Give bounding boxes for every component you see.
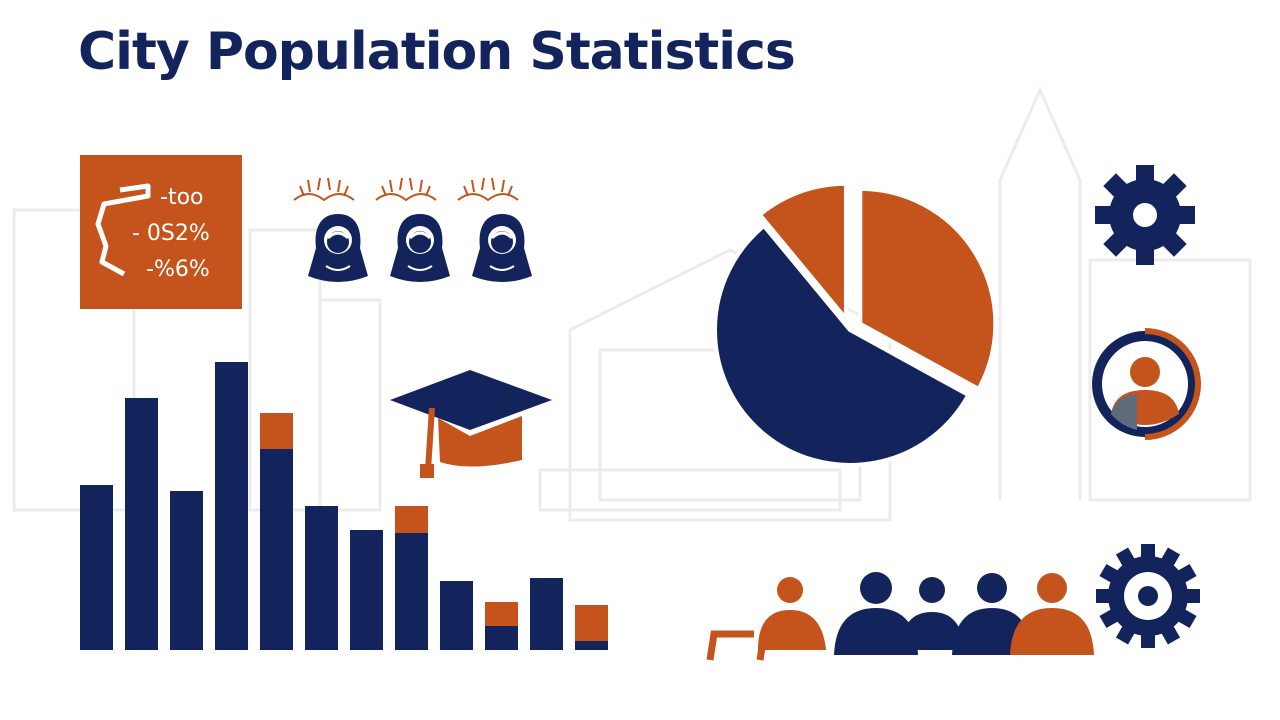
laurel-icon [457,177,519,201]
person-ring-icon [1092,328,1201,440]
population-pie-chart [713,181,998,467]
bar-7-segment-1 [350,530,383,650]
stat-line-3: -%6% [146,257,210,282]
gear-icon [1095,165,1195,265]
pie-slice-2 [713,223,972,467]
bar-12-segment-2 [575,605,608,641]
laurel-icon [293,177,355,201]
bar-6-segment-1 [305,506,338,650]
female-person-icon [306,212,370,284]
bar-3-segment-1 [170,491,203,650]
stat-line-2: - 0S2% [132,221,210,246]
bar-9-segment-1 [440,581,473,650]
page-title: City Population Statistics [78,22,796,82]
pie-slice-1 [858,186,998,392]
female-person-icon [388,212,452,284]
trend-arrow-icon [95,183,151,277]
population-bar-chart [80,362,608,650]
gear-icon [1096,544,1200,648]
female-person-icon [470,212,534,284]
people-group-icon [706,572,1094,661]
bar-12-segment-1 [575,641,608,650]
stat-line-1: -too [160,185,203,210]
bar-8-segment-2 [395,506,428,533]
graduation-cap-icon [390,370,552,478]
pie-slice-3 [757,181,848,325]
stat-card: -too - 0S2% -%6% [80,155,242,309]
stat-card-bg [80,155,242,309]
laurel-icon [375,177,437,201]
bar-10-segment-2 [485,602,518,626]
bar-8-segment-1 [395,533,428,650]
bar-5-segment-2 [260,413,293,449]
bar-1-segment-1 [80,485,113,650]
bar-5-segment-1 [260,449,293,650]
bar-2-segment-1 [125,398,158,650]
bar-11-segment-1 [530,578,563,650]
bar-4-segment-1 [215,362,248,650]
bar-10-segment-1 [485,626,518,650]
